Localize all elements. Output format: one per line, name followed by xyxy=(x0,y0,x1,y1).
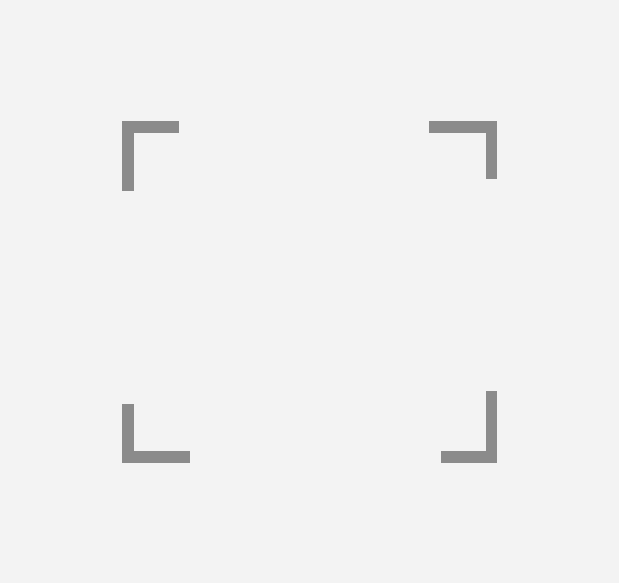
top-left-corner-icon xyxy=(122,121,179,191)
bottom-right-corner-icon xyxy=(441,391,497,463)
top-right-corner-vertical xyxy=(486,121,497,179)
bottom-left-corner-vertical xyxy=(122,404,134,463)
top-left-corner-vertical xyxy=(122,121,134,191)
top-right-corner-icon xyxy=(429,121,497,179)
bottom-right-corner-vertical xyxy=(486,391,497,463)
bottom-left-corner-icon xyxy=(122,404,190,463)
